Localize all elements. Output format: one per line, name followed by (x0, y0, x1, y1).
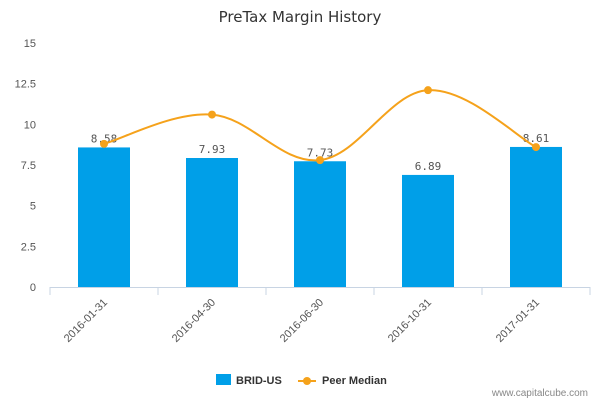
bar (78, 147, 130, 287)
peer-median-point (208, 110, 216, 119)
y-axis-ticks: 0 2.5 5 7.5 10 12.5 15 (15, 38, 36, 294)
x-tick-label: 2017-01-31 (494, 297, 542, 345)
x-tick-label: 2016-06-30 (278, 297, 326, 345)
bar-data-label: 6.89 (415, 160, 442, 173)
x-tick-label: 2016-10-31 (386, 297, 434, 345)
y-tick-label: 7.5 (21, 160, 36, 172)
bar-data-label: 7.73 (307, 146, 334, 159)
legend-swatch-peer-median-marker (303, 377, 311, 385)
bar (510, 146, 562, 287)
y-tick-label: 0 (30, 282, 36, 294)
watermark: www.capitalcube.com (491, 388, 588, 399)
y-tick-label: 2.5 (21, 241, 36, 253)
legend: BRID-US Peer Median (216, 374, 387, 387)
peer-median-point (100, 139, 108, 148)
chart-title: PreTax Margin History (219, 8, 382, 26)
y-tick-label: 10 (24, 119, 36, 131)
x-tick-label: 2016-01-31 (62, 297, 110, 345)
x-tick-label: 2016-04-30 (170, 297, 218, 345)
peer-median-point (532, 143, 540, 152)
y-tick-label: 5 (30, 201, 36, 213)
y-tick-label: 15 (24, 38, 36, 50)
peer-median-point (316, 156, 324, 165)
bar-data-label: 8.61 (523, 132, 550, 145)
x-axis: 2016-01-31 2016-04-30 2016-06-30 2016-10-31… (49, 287, 591, 345)
legend-label-brid-us: BRID-US (236, 375, 282, 387)
bar (186, 158, 238, 287)
bar-data-labels: 8.587.93 7.736.898.61 (91, 132, 550, 173)
legend-label-peer-median: Peer Median (322, 375, 387, 387)
bar (294, 161, 346, 287)
peer-median-point (424, 86, 432, 95)
bar-series (78, 146, 562, 287)
legend-swatch-brid-us (216, 374, 231, 385)
bar-data-label: 7.93 (199, 143, 226, 156)
bar (402, 174, 454, 287)
peer-median-series (100, 86, 540, 165)
y-tick-label: 12.5 (15, 79, 36, 91)
